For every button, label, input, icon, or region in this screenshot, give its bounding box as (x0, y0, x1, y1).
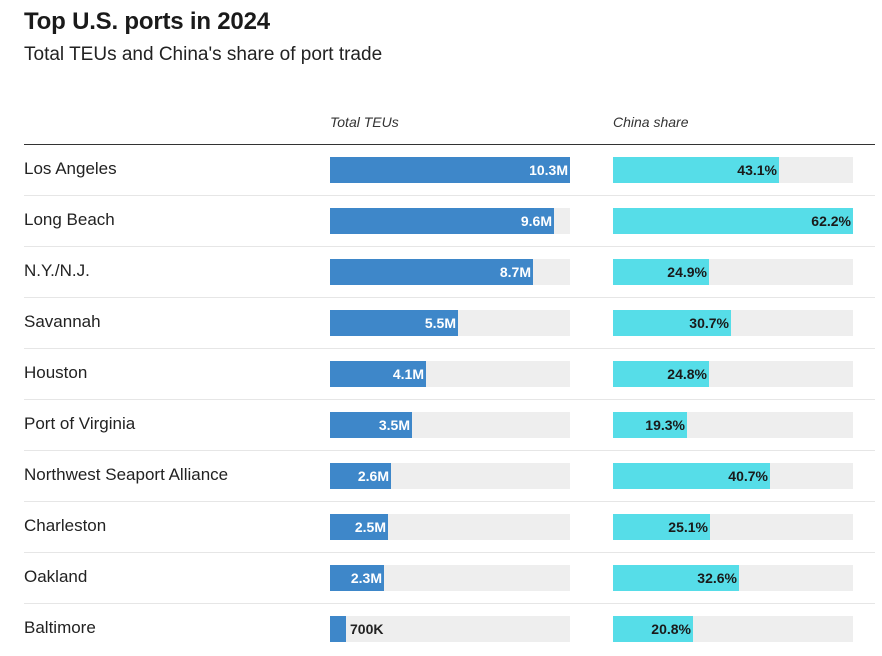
china-share-value-label: 30.7% (689, 315, 729, 331)
table-row: Northwest Seaport Alliance 2.6M 40.7% (24, 451, 875, 502)
china-share-bar-track: 40.7% (613, 463, 853, 489)
column-header-china-share: China share (613, 114, 689, 130)
china-share-value-label: 43.1% (737, 162, 777, 178)
china-share-bar-track: 43.1% (613, 157, 853, 183)
china-share-value-label: 32.6% (697, 570, 737, 586)
teu-bar (330, 259, 533, 285)
china-share-value-label: 25.1% (668, 519, 708, 535)
port-name: Oakland (24, 567, 88, 586)
china-share-bar-track: 24.8% (613, 361, 853, 387)
china-share-bar-track: 24.9% (613, 259, 853, 285)
teu-bar-track: 8.7M (330, 259, 570, 285)
teu-bar-track: 5.5M (330, 310, 570, 336)
china-share-bar (613, 208, 853, 234)
china-share-bar-track: 19.3% (613, 412, 853, 438)
teu-value-label: 3.5M (378, 417, 410, 433)
teu-value-label: 9.6M (520, 213, 552, 229)
teu-value-label: 2.3M (350, 570, 382, 586)
teu-bar-track: 2.3M (330, 565, 570, 591)
teu-value-label: 8.7M (499, 264, 531, 280)
teu-bar-track: 700K (330, 616, 570, 642)
table-row: Long Beach 9.6M 62.2% (24, 196, 875, 247)
teu-bar (330, 412, 412, 438)
teu-bar-track: 3.5M (330, 412, 570, 438)
teu-bar (330, 310, 458, 336)
table-row: Charleston 2.5M 25.1% (24, 502, 875, 553)
chart-subtitle: Total TEUs and China's share of port tra… (24, 44, 383, 65)
port-name: Savannah (24, 312, 101, 331)
china-share-value-label: 19.3% (645, 417, 685, 433)
chart-title: Top U.S. ports in 2024 (24, 8, 270, 35)
china-share-value-label: 20.8% (651, 621, 691, 637)
port-name: Los Angeles (24, 159, 117, 178)
table-row: Houston 4.1M 24.8% (24, 349, 875, 400)
teu-bar (330, 361, 426, 387)
china-share-value-label: 24.8% (667, 366, 707, 382)
teu-bar-track: 2.5M (330, 514, 570, 540)
teu-value-label: 2.5M (354, 519, 386, 535)
china-share-value-label: 62.2% (811, 213, 851, 229)
china-share-bar (613, 259, 709, 285)
china-share-bar-track: 25.1% (613, 514, 853, 540)
table-row: Port of Virginia 3.5M 19.3% (24, 400, 875, 451)
china-share-bar (613, 310, 731, 336)
table-row: N.Y./N.J. 8.7M 24.9% (24, 247, 875, 298)
teu-value-label: 5.5M (424, 315, 456, 331)
china-share-bar-track: 62.2% (613, 208, 853, 234)
china-share-bar (613, 463, 770, 489)
china-share-bar-track: 30.7% (613, 310, 853, 336)
china-share-bar (613, 157, 779, 183)
teu-bar-track: 4.1M (330, 361, 570, 387)
teu-value-label: 4.1M (392, 366, 424, 382)
port-name: Baltimore (24, 618, 96, 637)
teu-bar (330, 208, 554, 234)
teu-bar-track: 2.6M (330, 463, 570, 489)
table-row: Baltimore 700K 20.8% (24, 604, 875, 655)
port-name: Charleston (24, 516, 107, 535)
teu-bar (330, 616, 346, 642)
port-name: Port of Virginia (24, 414, 136, 433)
table-row: Los Angeles 10.3M 43.1% (24, 145, 875, 196)
port-name: Northwest Seaport Alliance (24, 465, 229, 484)
china-share-bar (613, 616, 693, 642)
port-name: Houston (24, 363, 88, 382)
china-share-bar (613, 412, 687, 438)
teu-bar (330, 157, 570, 183)
column-header-total-teus: Total TEUs (330, 114, 399, 130)
teu-value-label: 10.3M (529, 162, 568, 178)
china-share-bar (613, 361, 709, 387)
port-name: Long Beach (24, 210, 115, 229)
port-table: Los Angeles 10.3M 43.1% Long Beach 9.6M 62.2%… (24, 145, 875, 655)
china-share-bar (613, 514, 710, 540)
teu-bar (330, 463, 391, 489)
china-share-bar-track: 20.8% (613, 616, 853, 642)
teu-value-label: 2.6M (357, 468, 389, 484)
teu-value-label: 700K (350, 621, 384, 637)
teu-bar (330, 514, 388, 540)
header-divider (24, 144, 875, 145)
port-name: N.Y./N.J. (24, 261, 90, 280)
teu-bar-track: 10.3M (330, 157, 570, 183)
china-share-bar (613, 565, 739, 591)
table-row: Oakland 2.3M 32.6% (24, 553, 875, 604)
teu-bar (330, 565, 384, 591)
table-row: Savannah 5.5M 30.7% (24, 298, 875, 349)
china-share-value-label: 24.9% (667, 264, 707, 280)
china-share-value-label: 40.7% (728, 468, 768, 484)
teu-bar-track: 9.6M (330, 208, 570, 234)
china-share-bar-track: 32.6% (613, 565, 853, 591)
